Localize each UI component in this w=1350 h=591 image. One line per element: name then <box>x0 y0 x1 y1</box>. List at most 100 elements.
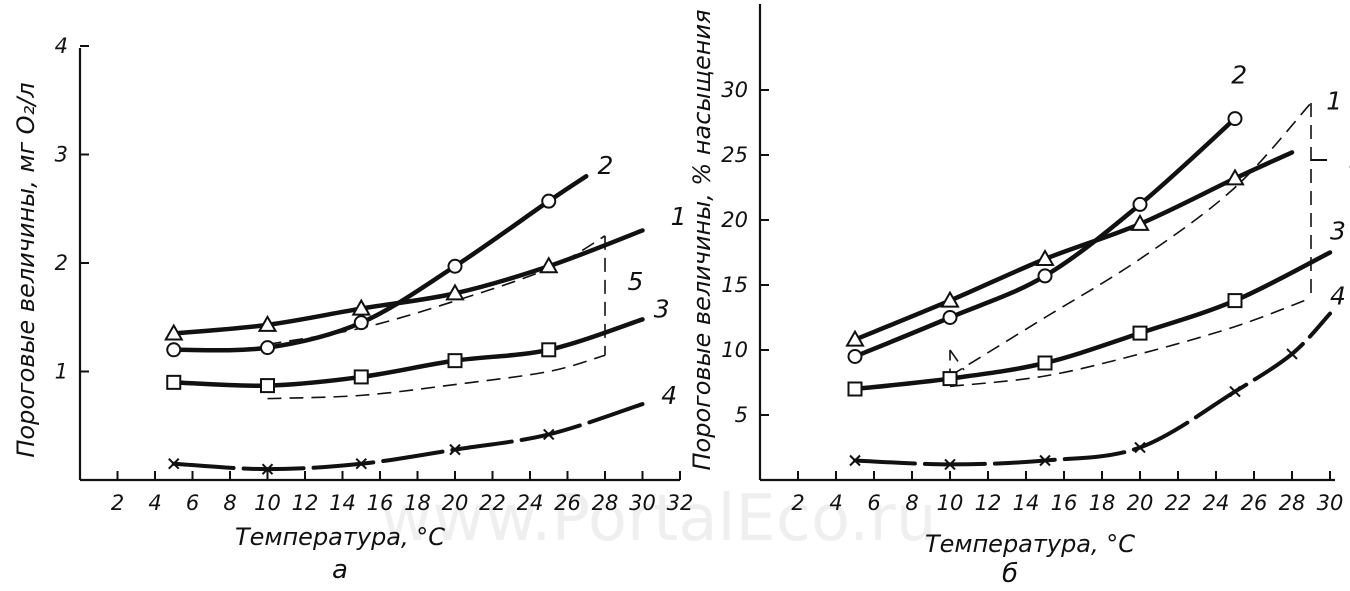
curve-label-4: 4 <box>661 381 677 410</box>
series-1-point <box>351 298 371 316</box>
panel-b-x-axis-label: Температура, °С <box>925 530 1135 558</box>
envelope-upper-dashed <box>949 102 1312 377</box>
y-tick-label: 10 <box>721 338 748 362</box>
panel-b-y-axis-label: Пороговые величины, % насыщения <box>688 9 716 470</box>
series-1-point <box>845 329 865 347</box>
series-1-line <box>171 228 645 336</box>
x-tick-label: 22 <box>1165 491 1192 515</box>
series-4-point <box>1134 441 1146 454</box>
series-1-point <box>257 314 278 332</box>
panel-b-series-group <box>845 111 1333 471</box>
series-2-point <box>1037 268 1053 284</box>
series-4-line <box>853 311 1332 467</box>
x-tick-label: 2 <box>111 491 124 515</box>
series-1-point <box>1035 248 1055 266</box>
curve-label-5: 5 <box>628 267 644 296</box>
x-tick-label: 20 <box>1127 491 1154 515</box>
y-tick-label: 15 <box>721 273 748 297</box>
x-tick-label: 30 <box>1317 491 1344 515</box>
series-3-point <box>447 353 463 369</box>
series-3-line <box>171 317 645 388</box>
panel-b-envelope-5 <box>949 102 1312 388</box>
watermark: www.PortalEco.ru <box>380 482 936 556</box>
x-tick-label: 4 <box>148 491 161 515</box>
series-2-point <box>447 258 463 274</box>
series-4-point <box>355 458 367 470</box>
x-tick-label: 16 <box>367 491 394 515</box>
y-tick-label: 4 <box>55 34 68 58</box>
x-tick-label: 12 <box>975 491 1002 515</box>
curve-label-2: 2 <box>1231 61 1247 90</box>
x-tick-label: 8 <box>905 491 918 515</box>
series-3-point <box>847 381 863 397</box>
series-2-point <box>353 315 369 331</box>
x-tick-label: 4 <box>829 491 842 515</box>
series-4-point <box>261 463 274 475</box>
y-tick-label: 3 <box>55 143 68 167</box>
curve-label-2: 2 <box>598 151 614 180</box>
x-tick-label: 8 <box>223 491 236 515</box>
x-tick-label: 14 <box>329 491 356 515</box>
y-tick-label: 20 <box>721 208 748 232</box>
y-tick-label: 1 <box>55 360 68 384</box>
series-1-point <box>164 323 184 341</box>
x-tick-label: 16 <box>1051 491 1078 515</box>
y-tick-label: 30 <box>721 78 748 102</box>
panel-a-curve-labels: 5 1 2 3 4 <box>598 151 687 410</box>
x-tick-label: 30 <box>629 491 656 515</box>
series-2-point <box>1227 111 1243 127</box>
series-3-point <box>353 369 369 385</box>
panel-a-x-axis-label: Температура, °С <box>235 523 445 551</box>
x-tick-label: 20 <box>442 491 469 515</box>
curve-label-3: 3 <box>654 294 670 323</box>
series-4-point <box>1039 454 1051 467</box>
series-1-point <box>940 290 960 308</box>
x-tick-label: 28 <box>1279 491 1306 515</box>
panel-a-label: а <box>332 555 348 585</box>
series-1-point <box>1225 168 1245 186</box>
series-2-point <box>260 340 275 356</box>
series-3-point <box>166 374 182 390</box>
series-4-point <box>849 454 861 467</box>
series-1-point <box>445 283 465 301</box>
x-tick-label: 32 <box>667 491 694 515</box>
series-4-point <box>543 428 555 441</box>
x-tick-label: 18 <box>1089 491 1116 515</box>
x-tick-label: 18 <box>404 491 431 515</box>
x-tick-label: 22 <box>479 491 506 515</box>
x-tick-label: 14 <box>1013 491 1040 515</box>
x-tick-label: 26 <box>554 491 581 515</box>
envelope-lower-dashed <box>949 297 1312 388</box>
x-tick-label: 2 <box>791 491 804 515</box>
series-3-line <box>852 250 1333 392</box>
x-tick-label: 28 <box>592 491 619 515</box>
series-2-point <box>166 342 182 358</box>
x-tick-label: 26 <box>1241 491 1268 515</box>
series-2-point <box>942 310 958 325</box>
x-tick-label: 10 <box>937 491 964 515</box>
series-1-point <box>539 256 559 274</box>
y-tick-label: 2 <box>55 251 68 275</box>
envelope-upper-dashed <box>267 235 606 346</box>
series-3-point <box>1132 325 1148 341</box>
curve-label-4: 4 <box>1330 282 1346 311</box>
series-4-point <box>944 458 956 471</box>
x-tick-label: 12 <box>292 491 319 515</box>
series-2-point <box>847 349 863 364</box>
panel-a-series-group <box>164 173 645 475</box>
series-4-point <box>168 458 180 470</box>
panel-a-y-axis-label: Пороговые величины, мг О₂/л <box>12 82 40 457</box>
series-2-point <box>1132 196 1148 212</box>
series-3-point <box>942 371 958 387</box>
series-4-point <box>1286 348 1298 360</box>
series-4-point <box>449 443 461 456</box>
series-4-point <box>1229 385 1241 398</box>
series-4-line <box>171 402 645 472</box>
curve-label-1: 1 <box>671 202 687 231</box>
curve-label-3: 3 <box>1330 217 1346 246</box>
panel-b-label: б <box>1002 559 1018 589</box>
